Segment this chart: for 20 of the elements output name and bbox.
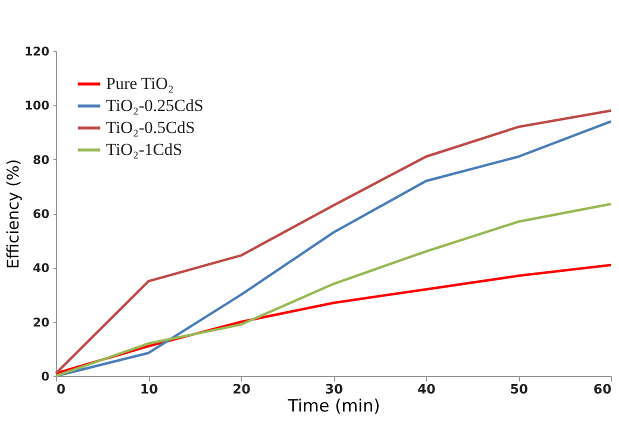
- y-tick-label: 60: [32, 207, 50, 221]
- legend-label: TiO₂-0.25CdS: [106, 96, 204, 115]
- x-tick-label: 50: [510, 382, 528, 398]
- x-tick-label: 40: [417, 382, 436, 398]
- y-axis-title: Efficiency (%): [3, 159, 22, 269]
- x-tick-label: 60: [593, 382, 612, 398]
- legend-label: TiO₂-0.5CdS: [106, 118, 195, 137]
- x-tick-label: 10: [140, 382, 158, 398]
- y-tick-label: 20: [32, 315, 50, 330]
- x-tick-label: 20: [232, 382, 251, 398]
- y-tick-label: 0: [41, 370, 50, 384]
- x-tick-label: 30: [324, 382, 344, 398]
- y-tick-label: 100: [24, 98, 50, 113]
- y-tick-label: 80: [32, 152, 50, 167]
- x-axis-title: Time (min): [286, 396, 380, 416]
- y-tick-label: 40: [32, 261, 50, 276]
- x-tick-label: 0: [56, 382, 66, 398]
- legend-label: TiO₂-1CdS: [106, 140, 182, 159]
- legend-label: Pure TiO₂: [106, 74, 174, 93]
- y-tick-label: 120: [24, 44, 50, 58]
